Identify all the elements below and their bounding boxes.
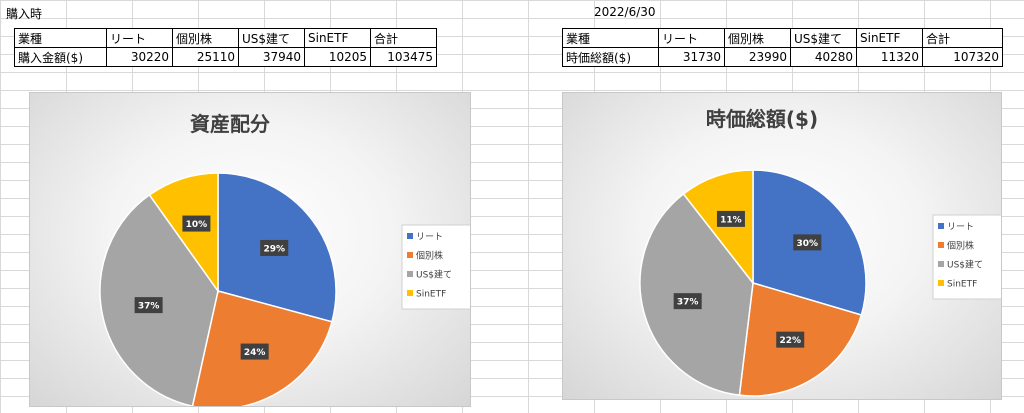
data-label: 22% xyxy=(779,336,801,346)
value-cell[interactable]: 107320 xyxy=(922,47,1003,67)
legend-entry[interactable]: リート xyxy=(416,233,443,243)
legend-swatch xyxy=(407,233,413,239)
header-cell[interactable]: 合計 xyxy=(922,28,1003,48)
legend-swatch xyxy=(938,223,944,229)
asset-allocation-chart[interactable]: 資産配分 29% 24% 37% 10% リート個別株 US$建て SinETF xyxy=(29,92,471,407)
data-label-box xyxy=(240,343,269,360)
right-caption: 2022/6/30 xyxy=(594,5,656,19)
legend-entry[interactable]: リート xyxy=(947,223,974,233)
market-value-chart[interactable]: 時価総額($) 30% 22% 37% 11% リート個別株 US$建て SinETF xyxy=(562,92,1002,400)
data-label-box xyxy=(134,297,163,314)
value-cell[interactable]: 25110 xyxy=(172,47,239,67)
data-label-box xyxy=(776,331,805,348)
value-cell[interactable]: 103475 xyxy=(370,47,437,67)
legend-entry[interactable]: 個別株 xyxy=(416,250,443,262)
value-cell[interactable]: 30220 xyxy=(106,47,173,67)
table-header-row: 業種 リート 個別株 US$建て SinETF 合計 xyxy=(14,28,437,48)
left-caption: 購入時 xyxy=(6,7,43,21)
pie-slice[interactable] xyxy=(148,172,219,294)
value-cell[interactable]: 11320 xyxy=(856,47,923,67)
row-label-cell[interactable]: 時価総額($) xyxy=(562,47,659,67)
header-cell[interactable]: 個別株 xyxy=(172,28,239,48)
data-label: 30% xyxy=(797,239,819,249)
data-label: 29% xyxy=(263,244,285,254)
value-cell[interactable]: 23990 xyxy=(724,47,791,67)
legend-swatch xyxy=(407,290,413,296)
chart-title: 資産配分 xyxy=(190,112,270,136)
data-label: 11% xyxy=(720,215,742,225)
data-label-box xyxy=(673,293,702,310)
purchase-table: 業種 リート 個別株 US$建て SinETF 合計 購入金額($) 30220… xyxy=(14,28,437,67)
legend-entry[interactable]: 個別株 xyxy=(947,240,974,252)
header-cell[interactable]: 合計 xyxy=(370,28,437,48)
legend-entry[interactable]: SinETF xyxy=(416,290,446,300)
legend-entry[interactable]: SinETF xyxy=(947,280,977,290)
header-cell[interactable]: US$建て xyxy=(790,28,857,48)
table-row: 購入金額($) 30220 25110 37940 10205 103475 xyxy=(14,47,437,67)
data-label-box xyxy=(716,210,745,227)
market-value-table: 業種 リート 個別株 US$建て SinETF 合計 時価総額($) 31730… xyxy=(562,28,1003,67)
table-row: 時価総額($) 31730 23990 40280 11320 107320 xyxy=(562,47,1003,67)
legend xyxy=(401,224,470,310)
data-label: 10% xyxy=(186,220,208,230)
legend-swatch xyxy=(407,271,413,277)
chart-title: 時価総額($) xyxy=(706,107,818,131)
header-cell[interactable]: 業種 xyxy=(14,28,107,48)
legend-entry[interactable]: US$建て xyxy=(947,259,983,271)
header-cell[interactable]: US$建て xyxy=(238,28,305,48)
header-cell[interactable]: リート xyxy=(106,28,173,48)
data-label: 37% xyxy=(677,298,699,308)
data-label-box xyxy=(182,215,211,232)
data-label: 24% xyxy=(244,348,266,358)
value-cell[interactable]: 31730 xyxy=(658,47,725,67)
legend-swatch xyxy=(938,261,944,267)
row-label-cell[interactable]: 購入金額($) xyxy=(14,47,107,67)
data-label-box xyxy=(260,239,289,256)
header-cell[interactable]: SinETF xyxy=(304,28,371,48)
value-cell[interactable]: 10205 xyxy=(304,47,371,67)
legend-swatch xyxy=(938,280,944,286)
header-cell[interactable]: 個別株 xyxy=(724,28,791,48)
header-cell[interactable]: リート xyxy=(658,28,725,48)
data-label: 37% xyxy=(138,302,160,312)
header-cell[interactable]: 業種 xyxy=(562,28,659,48)
legend-swatch xyxy=(407,252,413,258)
data-label-box xyxy=(793,234,822,251)
legend-swatch xyxy=(938,242,944,248)
legend-entry[interactable]: US$建て xyxy=(416,269,452,281)
legend xyxy=(932,214,1001,300)
table-header-row: 業種 リート 個別株 US$建て SinETF 合計 xyxy=(562,28,1003,48)
value-cell[interactable]: 37940 xyxy=(238,47,305,67)
value-cell[interactable]: 40280 xyxy=(790,47,857,67)
header-cell[interactable]: SinETF xyxy=(856,28,923,48)
